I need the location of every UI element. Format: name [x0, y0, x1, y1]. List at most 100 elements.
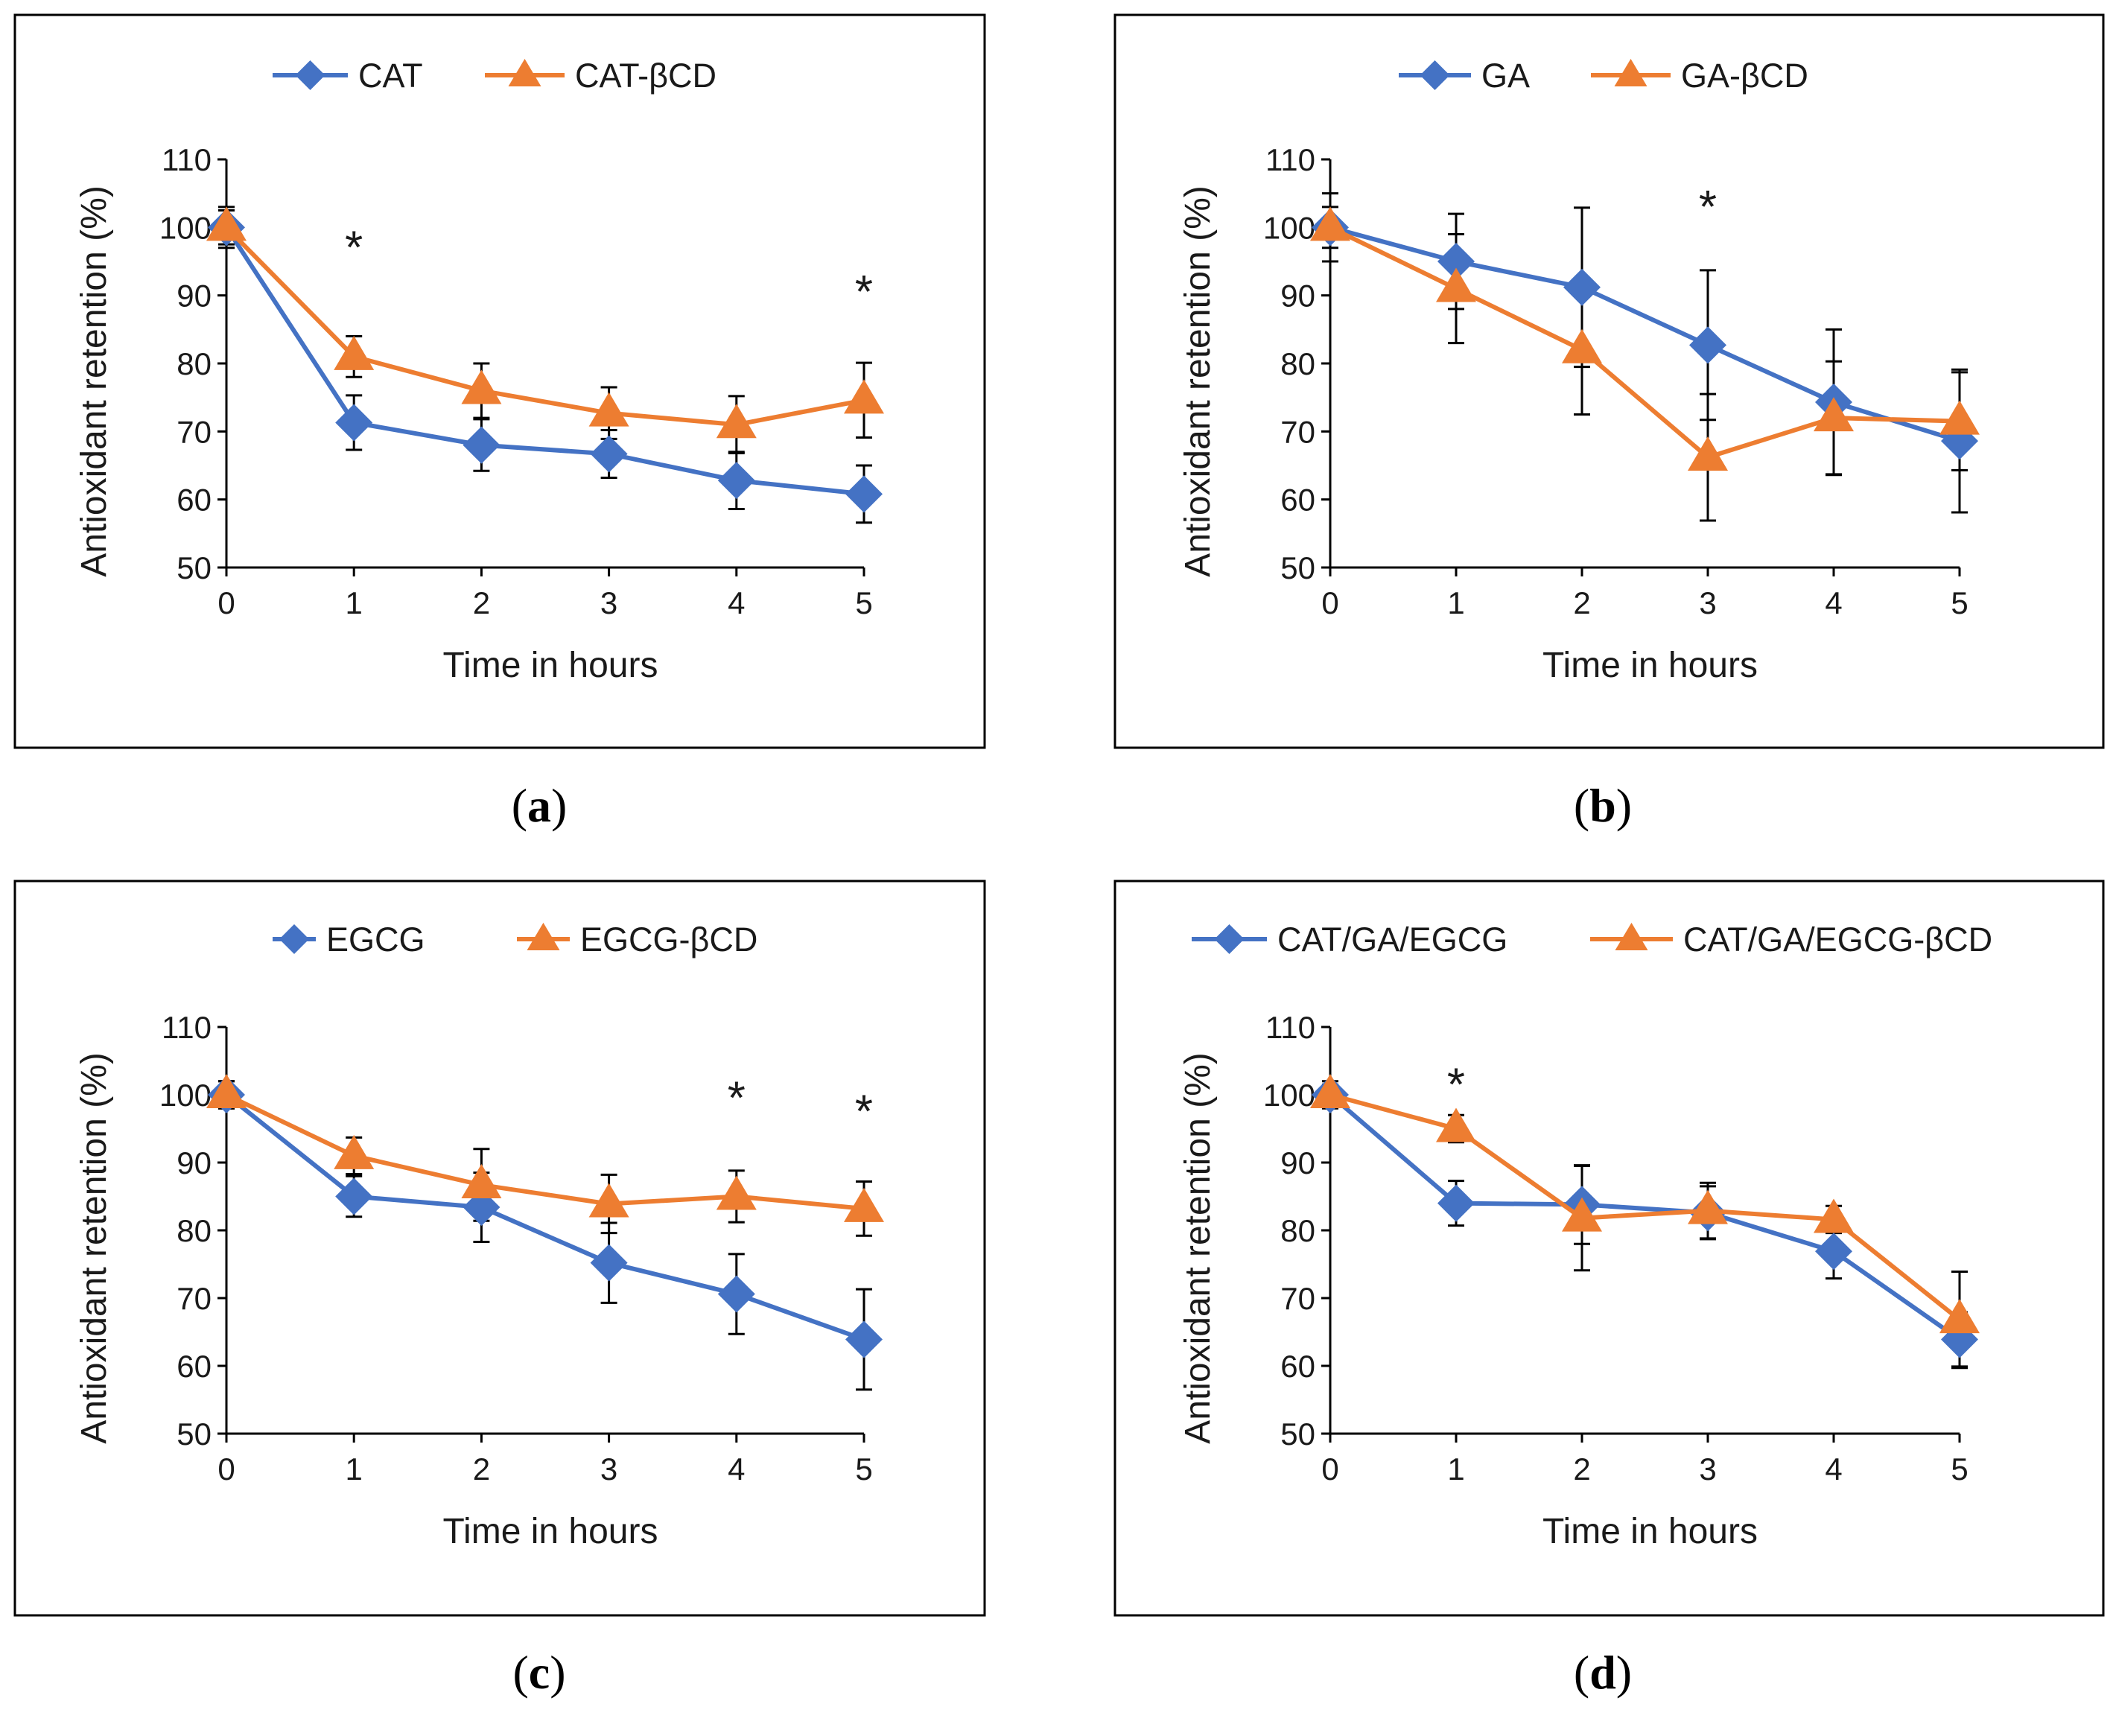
x-tick-label: 0: [1321, 585, 1338, 620]
caption-open-paren: (: [512, 1646, 528, 1699]
legend-label-2: EGCG-βCD: [580, 921, 757, 958]
data-point-triangle: [1436, 1107, 1476, 1142]
x-tick-label: 0: [217, 585, 235, 620]
significance-asterisk: *: [855, 267, 873, 318]
y-tick-label: 60: [177, 1349, 212, 1384]
data-point-diamond: [590, 435, 628, 473]
y-tick-label: 70: [177, 1281, 212, 1316]
panel-frame: [1113, 880, 2105, 1617]
y-tick-label: 80: [177, 1213, 212, 1248]
x-tick-label: 4: [1825, 585, 1842, 620]
x-tick-label: 1: [1447, 1452, 1464, 1487]
x-tick-label: 2: [473, 1452, 490, 1487]
caption-close-paren: ): [1616, 779, 1632, 832]
x-tick-label: 2: [1573, 1452, 1590, 1487]
x-tick-label: 3: [1699, 585, 1716, 620]
data-point-triangle: [1688, 436, 1728, 471]
data-point-diamond: [1437, 243, 1475, 280]
data-point-triangle: [1814, 1198, 1854, 1233]
panel-frame: [13, 13, 986, 749]
data-point-triangle: [1310, 1074, 1350, 1108]
data-point-triangle: [1688, 1189, 1728, 1224]
y-tick-label: 70: [177, 414, 212, 449]
y-tick-label: 50: [1280, 550, 1315, 585]
x-tick-label: 2: [473, 585, 490, 620]
y-tick-label: 100: [159, 210, 212, 245]
data-point-triangle: [206, 1074, 247, 1108]
data-point-triangle: [1436, 267, 1476, 302]
data-point-triangle: [844, 379, 884, 414]
y-tick-label: 50: [1280, 1417, 1315, 1452]
data-point-triangle: [1562, 1197, 1602, 1232]
y-tick-label: 110: [1265, 142, 1315, 177]
data-point-diamond: [590, 1244, 628, 1282]
y-axis-title: Antioxidant retention (%): [1178, 185, 1218, 577]
significance-asterisk: *: [855, 1087, 873, 1138]
y-tick-label: 60: [1280, 1349, 1315, 1384]
panel-caption: (b): [1574, 779, 1632, 832]
chart-panel-d: 50 60 70 80 90 100 110 0 1 2 3 4 5 Time in hours Antio…: [1113, 880, 2105, 1617]
panel-frame: [13, 880, 986, 1617]
data-point-triangle: [461, 369, 502, 404]
data-point-triangle: [334, 335, 375, 370]
caption-close-paren: ): [551, 779, 567, 832]
series-line-1: [225, 1093, 865, 1342]
legend-label-1: GA: [1481, 57, 1530, 95]
caption-letter: a: [527, 779, 551, 832]
panel-caption: (d): [1574, 1646, 1632, 1699]
legend-marker-diamond: [1214, 924, 1245, 954]
data-point-diamond: [845, 1320, 883, 1358]
series-line-1: [1329, 1093, 1961, 1341]
legend-marker-triangle: [1614, 59, 1647, 86]
caption-open-paren: (: [512, 779, 527, 832]
significance-asterisk: *: [345, 223, 363, 274]
x-tick-label: 4: [728, 585, 745, 620]
caption-open-paren: (: [1574, 779, 1589, 832]
y-tick-label: 50: [177, 1417, 212, 1452]
panel-caption: (a): [512, 779, 568, 832]
x-tick-label: 1: [1447, 585, 1464, 620]
legend-marker-triangle: [508, 59, 541, 86]
y-tick-label: 100: [1263, 1078, 1315, 1113]
data-point-diamond: [335, 404, 373, 442]
x-axis-title: Time in hours: [1542, 1512, 1758, 1551]
data-point-triangle: [1939, 400, 1980, 435]
y-tick-label: 60: [177, 483, 212, 518]
series-line-2: [225, 1093, 865, 1211]
legend-label-2: CAT-βCD: [575, 57, 716, 95]
legend-label-1: EGCG: [326, 921, 425, 958]
y-tick-label: 90: [1280, 1145, 1315, 1180]
data-point-diamond: [1815, 1233, 1852, 1271]
data-point-diamond: [1437, 1184, 1475, 1222]
data-point-diamond: [845, 475, 883, 513]
data-point-triangle: [844, 1187, 884, 1222]
y-tick-label: 50: [177, 550, 212, 585]
data-point-triangle: [588, 1183, 629, 1218]
legend-label-2: GA-βCD: [1681, 57, 1808, 95]
x-tick-label: 1: [346, 585, 363, 620]
y-axis-title: Antioxidant retention (%): [1178, 1052, 1218, 1444]
data-point-diamond: [335, 1177, 373, 1215]
x-tick-label: 5: [1951, 1452, 1968, 1487]
x-tick-label: 0: [217, 1452, 235, 1487]
y-axis-title: Antioxidant retention (%): [74, 185, 114, 577]
panel-caption: (c): [512, 1646, 565, 1699]
x-tick-label: 2: [1573, 585, 1590, 620]
data-point-triangle: [1939, 1299, 1980, 1334]
data-point-triangle: [588, 392, 629, 427]
data-point-triangle: [1310, 206, 1350, 241]
caption-letter: d: [1589, 1646, 1616, 1699]
data-point-triangle: [716, 404, 757, 439]
y-tick-label: 110: [162, 1010, 212, 1045]
caption-letter: b: [1589, 779, 1616, 832]
chart-panel-b: 50 60 70 80 90 100 110 0 1 2 3 4 5 Time in hours Antio…: [1113, 13, 2105, 749]
data-point-diamond: [1689, 326, 1726, 364]
y-tick-label: 90: [177, 1145, 212, 1180]
caption-close-paren: ): [1616, 1646, 1632, 1699]
significance-asterisk: *: [1447, 1059, 1465, 1110]
x-tick-label: 3: [1699, 1452, 1716, 1487]
legend-marker-diamond: [1420, 60, 1450, 90]
y-tick-label: 60: [1280, 483, 1315, 518]
legend-label-2: CAT/GA/EGCG-βCD: [1683, 921, 1992, 958]
